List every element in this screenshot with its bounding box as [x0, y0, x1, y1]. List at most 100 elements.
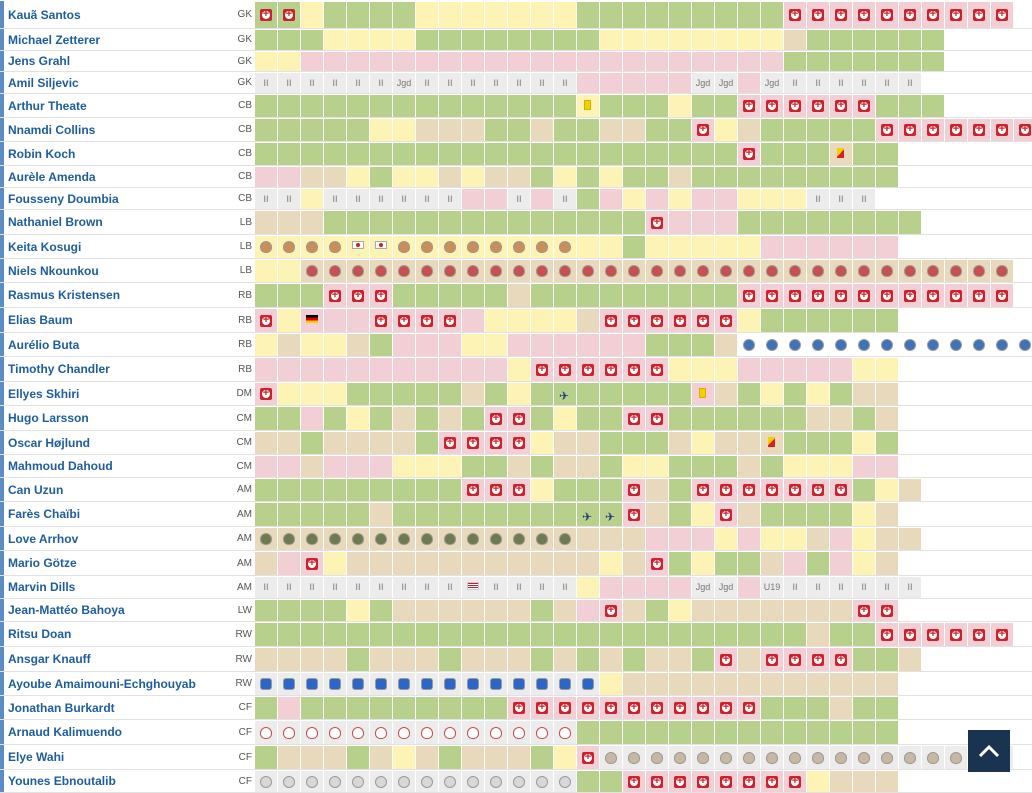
match-cell[interactable]: [669, 334, 692, 356]
match-cell[interactable]: [370, 407, 393, 430]
match-cell[interactable]: [439, 119, 462, 141]
match-cell[interactable]: [945, 167, 968, 187]
match-cell[interactable]: [600, 503, 623, 526]
match-cell[interactable]: [853, 143, 876, 165]
match-cell[interactable]: [830, 721, 853, 744]
match-cell[interactable]: [324, 771, 347, 792]
match-cell[interactable]: [301, 211, 324, 234]
match-cell[interactable]: [738, 721, 761, 744]
match-cell[interactable]: [830, 600, 853, 621]
match-cell[interactable]: [600, 334, 623, 356]
match-cell[interactable]: [416, 95, 439, 117]
match-cell[interactable]: [577, 721, 600, 744]
match-cell[interactable]: [669, 2, 692, 28]
match-cell[interactable]: [301, 552, 324, 575]
match-cell[interactable]: [692, 236, 715, 258]
player-name-link[interactable]: Kauã Santos: [8, 8, 81, 22]
match-cell[interactable]: [899, 189, 922, 209]
match-cell[interactable]: [255, 456, 278, 477]
match-cell[interactable]: [623, 648, 646, 671]
match-cell[interactable]: [876, 407, 899, 430]
match-cell[interactable]: [577, 528, 600, 550]
match-cell[interactable]: [899, 432, 922, 454]
match-cell[interactable]: [853, 167, 876, 187]
match-cell[interactable]: [945, 407, 968, 430]
match-cell[interactable]: [876, 479, 899, 501]
match-cell[interactable]: [278, 334, 301, 356]
match-cell[interactable]: [255, 552, 278, 575]
match-cell[interactable]: [554, 479, 577, 501]
match-cell[interactable]: [278, 771, 301, 792]
match-cell[interactable]: [853, 334, 876, 356]
match-cell[interactable]: [646, 503, 669, 526]
match-cell[interactable]: [301, 721, 324, 744]
match-cell[interactable]: [416, 260, 439, 282]
match-cell[interactable]: [255, 771, 278, 792]
match-cell[interactable]: [301, 334, 324, 356]
match-cell[interactable]: [968, 309, 991, 332]
match-cell[interactable]: [968, 577, 991, 598]
match-cell-label[interactable]: II: [531, 73, 554, 93]
match-cell[interactable]: [462, 167, 485, 187]
match-cell[interactable]: [945, 456, 968, 477]
match-cell[interactable]: [370, 2, 393, 28]
match-cell[interactable]: [554, 236, 577, 258]
match-cell[interactable]: [577, 432, 600, 454]
match-cell[interactable]: [393, 432, 416, 454]
match-cell[interactable]: [577, 95, 600, 117]
match-cell[interactable]: [669, 600, 692, 621]
match-cell[interactable]: [761, 260, 784, 282]
match-cell[interactable]: [922, 623, 945, 646]
match-cell[interactable]: [899, 528, 922, 550]
match-cell[interactable]: [439, 552, 462, 575]
match-cell[interactable]: [738, 503, 761, 526]
match-cell[interactable]: [623, 2, 646, 28]
match-cell[interactable]: [324, 334, 347, 356]
match-cell[interactable]: [968, 167, 991, 187]
match-cell[interactable]: [347, 623, 370, 646]
match-cell[interactable]: [968, 648, 991, 671]
match-cell[interactable]: [922, 648, 945, 671]
match-cell[interactable]: [991, 697, 1014, 719]
match-cell[interactable]: [738, 746, 761, 769]
match-cell[interactable]: [600, 648, 623, 671]
match-cell[interactable]: [416, 30, 439, 50]
player-name-link[interactable]: Ritsu Doan: [8, 627, 72, 641]
match-cell[interactable]: [692, 746, 715, 769]
match-cell[interactable]: [462, 623, 485, 646]
match-cell[interactable]: [301, 648, 324, 671]
match-cell[interactable]: [968, 189, 991, 209]
match-cell[interactable]: [531, 600, 554, 621]
match-cell[interactable]: [278, 721, 301, 744]
match-cell[interactable]: [393, 407, 416, 430]
player-name-link[interactable]: Younes Ebnoutalib: [8, 774, 116, 788]
match-cell[interactable]: [669, 236, 692, 258]
match-cell[interactable]: [416, 479, 439, 501]
match-cell[interactable]: [370, 383, 393, 405]
match-cell[interactable]: [600, 746, 623, 769]
match-cell[interactable]: [899, 623, 922, 646]
match-cell[interactable]: [876, 260, 899, 282]
match-cell[interactable]: [830, 119, 853, 141]
match-cell[interactable]: [899, 284, 922, 307]
match-cell[interactable]: [1014, 211, 1032, 234]
match-cell[interactable]: [784, 284, 807, 307]
match-cell[interactable]: [347, 479, 370, 501]
match-cell-label[interactable]: Jgd: [761, 73, 784, 93]
match-cell[interactable]: [439, 432, 462, 454]
match-cell[interactable]: [669, 52, 692, 71]
match-cell[interactable]: [876, 383, 899, 405]
match-cell[interactable]: [301, 2, 324, 28]
match-cell[interactable]: [922, 600, 945, 621]
match-cell[interactable]: [347, 383, 370, 405]
match-cell[interactable]: [485, 697, 508, 719]
match-cell[interactable]: [554, 309, 577, 332]
match-cell-label[interactable]: II: [807, 73, 830, 93]
match-cell[interactable]: [807, 143, 830, 165]
match-cell[interactable]: [370, 211, 393, 234]
match-cell[interactable]: [577, 119, 600, 141]
match-cell[interactable]: [554, 95, 577, 117]
match-cell[interactable]: [393, 309, 416, 332]
match-cell[interactable]: [945, 309, 968, 332]
player-name-link[interactable]: Keita Kosugi: [8, 240, 82, 254]
